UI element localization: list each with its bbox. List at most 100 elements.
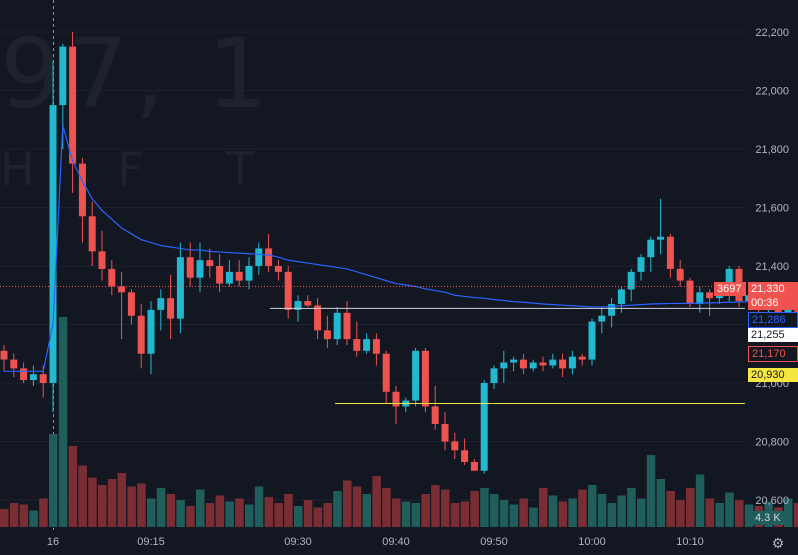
volume-bar (548, 495, 558, 527)
candle-body (29, 374, 37, 381)
volume-bar (274, 503, 283, 527)
volume-bar (333, 491, 342, 527)
candle-body (118, 286, 126, 293)
volume-bar (225, 501, 234, 527)
volume-bar (78, 465, 87, 527)
candle-body (167, 298, 175, 319)
volume-bar (441, 489, 450, 527)
volume-bar (480, 488, 489, 527)
candle-body (627, 271, 635, 290)
volume-bar (656, 479, 666, 527)
volume-bar (313, 507, 323, 527)
candle-body (588, 321, 596, 360)
price-tick: 20,600 (755, 495, 789, 507)
volume-bar (264, 497, 274, 527)
candle-body (314, 305, 322, 331)
time-axis[interactable]: 16 09:15 09:30 09:40 09:50 10:00 10:10 (47, 536, 704, 548)
volume-bar (9, 503, 19, 527)
volume-bar (343, 480, 352, 527)
candle-body (265, 248, 273, 266)
candle-body (98, 251, 106, 269)
volume-bar (588, 485, 597, 527)
time-tick: 10:00 (578, 536, 606, 548)
grid-lines (0, 0, 745, 530)
volume-bar (470, 491, 479, 527)
volume-bar (715, 503, 724, 527)
volume-bar (411, 503, 421, 527)
time-tick: 16 (47, 536, 59, 548)
volume-bar (323, 503, 332, 527)
candle-body (431, 406, 439, 424)
price-tick: 22,200 (755, 27, 789, 39)
volume-bar (597, 494, 607, 527)
volume-bar (627, 488, 636, 527)
price-axis[interactable]: 22,20022,00021,80021,60021,40021,20021,0… (755, 27, 789, 507)
candle-body (176, 257, 184, 319)
candle-body (421, 350, 429, 407)
candle-body (784, 306, 792, 316)
volume-bar (382, 488, 391, 527)
candle-body (490, 368, 498, 383)
candle-body (510, 359, 518, 363)
volume-bar (88, 477, 97, 527)
time-tick: 09:40 (382, 536, 410, 548)
volume-bar (607, 503, 617, 527)
price-tick: 21,600 (755, 203, 789, 215)
candle-body (225, 271, 233, 284)
candle-body (461, 450, 469, 462)
candle-body (549, 359, 557, 366)
candle-body (666, 236, 674, 269)
candle-body (372, 339, 380, 354)
volume-bar (617, 495, 626, 527)
candle-body (500, 362, 508, 369)
gear-icon[interactable]: ⚙ (771, 535, 785, 551)
candle-body (20, 368, 28, 381)
volume-bar (303, 500, 313, 527)
volume-bar (431, 485, 440, 527)
volume-bars (0, 317, 798, 527)
candle-body (657, 236, 665, 240)
volume-bar (29, 510, 38, 527)
candle-body (353, 339, 361, 351)
volume-bar (284, 494, 293, 527)
candle-body (78, 163, 86, 217)
volume-bar (509, 504, 519, 527)
low-marker-badge: 21,170 (748, 346, 798, 362)
volume-bar (568, 498, 577, 527)
candle-body (294, 301, 302, 310)
volume-bar (519, 498, 528, 527)
volume-bar (695, 474, 705, 527)
volume-bar (784, 498, 793, 527)
volume-bar (137, 483, 146, 527)
time-tick: 09:15 (137, 536, 165, 548)
price-tick: 22,000 (755, 86, 789, 98)
volume-bar (499, 500, 509, 527)
volume-bar (725, 492, 734, 527)
time-tick: 10:10 (676, 536, 704, 548)
volume-bar (68, 446, 78, 527)
candle-body (441, 423, 449, 442)
candle-body (715, 295, 723, 299)
white-level-badge: 21,255 (748, 328, 798, 342)
volume-bar (147, 498, 156, 527)
candle-body (88, 216, 96, 252)
candle-body (539, 362, 547, 366)
candle-body (10, 359, 18, 369)
yellow-level-badge: 20,930 (748, 368, 798, 382)
candle-body (519, 359, 527, 369)
candle-body (608, 304, 616, 316)
volume-badge: 4.3 K (752, 511, 786, 525)
price-tick: 21,800 (755, 144, 789, 156)
exchange-watermark: H F T (0, 142, 289, 196)
candle-body (304, 301, 312, 306)
volume-bar (0, 509, 9, 527)
last-price-badge: 3697 (714, 282, 746, 296)
volume-bar (744, 504, 754, 527)
candle-body (480, 383, 488, 471)
candle-body (392, 391, 400, 407)
volume-bar (352, 486, 362, 527)
volume-bar (215, 495, 225, 527)
candle-body (568, 356, 576, 369)
volume-bar (254, 486, 264, 527)
